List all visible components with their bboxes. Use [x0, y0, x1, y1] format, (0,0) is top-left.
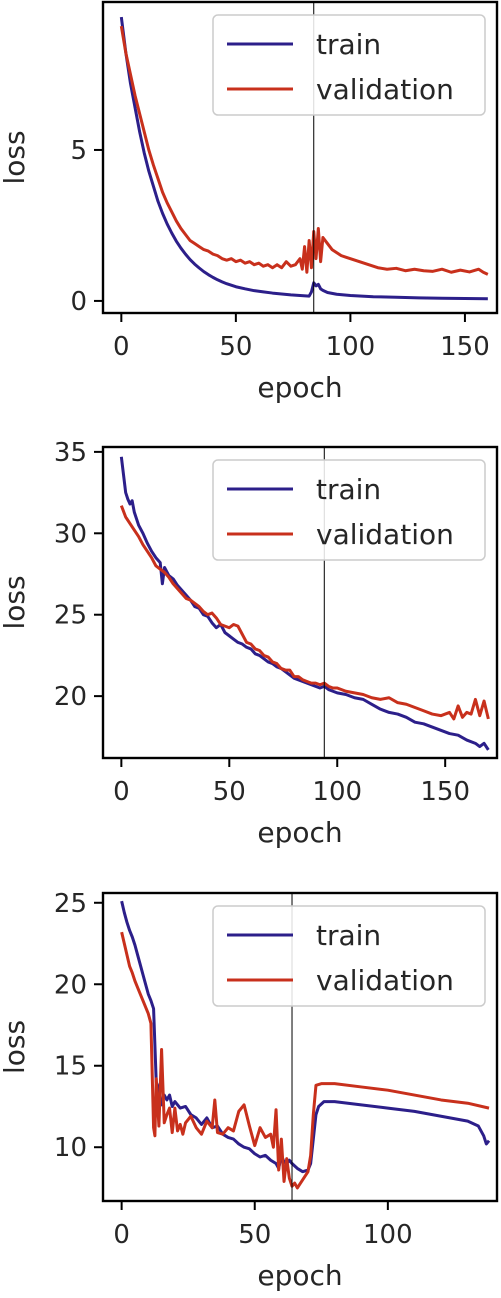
x-tick-label: 50 [213, 777, 246, 807]
x-tick-label: 100 [312, 777, 362, 807]
x-tick-label: 100 [326, 332, 376, 362]
y-tick-label: 15 [54, 1052, 87, 1082]
x-tick-label: 0 [113, 777, 130, 807]
x-tick-label: 0 [113, 332, 130, 362]
legend-label-train: train [316, 919, 381, 952]
y-tick-label: 25 [54, 601, 87, 631]
x-tick-label: 50 [238, 1220, 271, 1250]
validation-line [119, 505, 490, 721]
validation-line [119, 25, 489, 276]
x-tick-label: 100 [363, 1220, 413, 1250]
train-line [120, 900, 491, 1174]
axes-frame [101, 445, 499, 760]
legend-label-validation: validation [316, 518, 454, 551]
y-tick-label: 30 [54, 519, 87, 549]
y-tick-label: 0 [70, 287, 87, 317]
y-tick-label: 25 [54, 889, 87, 919]
x-axis-title: epoch [257, 1259, 342, 1292]
legend: train validation [212, 905, 486, 1007]
y-tick-label: 10 [54, 1133, 87, 1163]
y-tick-label: 5 [70, 136, 87, 166]
y-axis-title: loss [0, 1020, 31, 1074]
legend-label-validation: validation [316, 964, 454, 997]
axes-frame [101, 891, 499, 1203]
x-tick-label: 150 [420, 777, 470, 807]
y-tick-label: 20 [54, 970, 87, 1000]
y-axis-title: loss [0, 130, 31, 184]
y-tick-label: 20 [54, 682, 87, 712]
validation-line [120, 931, 490, 1190]
x-tick-label: 150 [440, 332, 490, 362]
x-tick-label: 0 [113, 1220, 130, 1250]
train-line [119, 16, 488, 301]
y-tick-label: 35 [54, 438, 87, 468]
axes-frame [101, 0, 499, 315]
x-axis-title: epoch [257, 371, 342, 404]
legend-label-validation: validation [316, 73, 454, 106]
x-axis-title: epoch [257, 816, 342, 849]
legend-label-train: train [316, 473, 381, 506]
chart-panel-1: 0 50 100 150 0 5 epoch loss train validation [0, 0, 499, 404]
legend: train validation [212, 459, 486, 561]
legend: train validation [212, 14, 486, 116]
chart-panel-3: 0 50 100 10 15 20 25 epoch loss train validation [0, 889, 499, 1292]
chart-panel-2: 0 50 100 150 20 25 30 35 epoch loss train validatio… [0, 438, 499, 849]
x-tick-label: 50 [219, 332, 252, 362]
y-axis-title: loss [0, 575, 31, 629]
train-line [119, 456, 490, 751]
legend-label-train: train [316, 28, 381, 61]
